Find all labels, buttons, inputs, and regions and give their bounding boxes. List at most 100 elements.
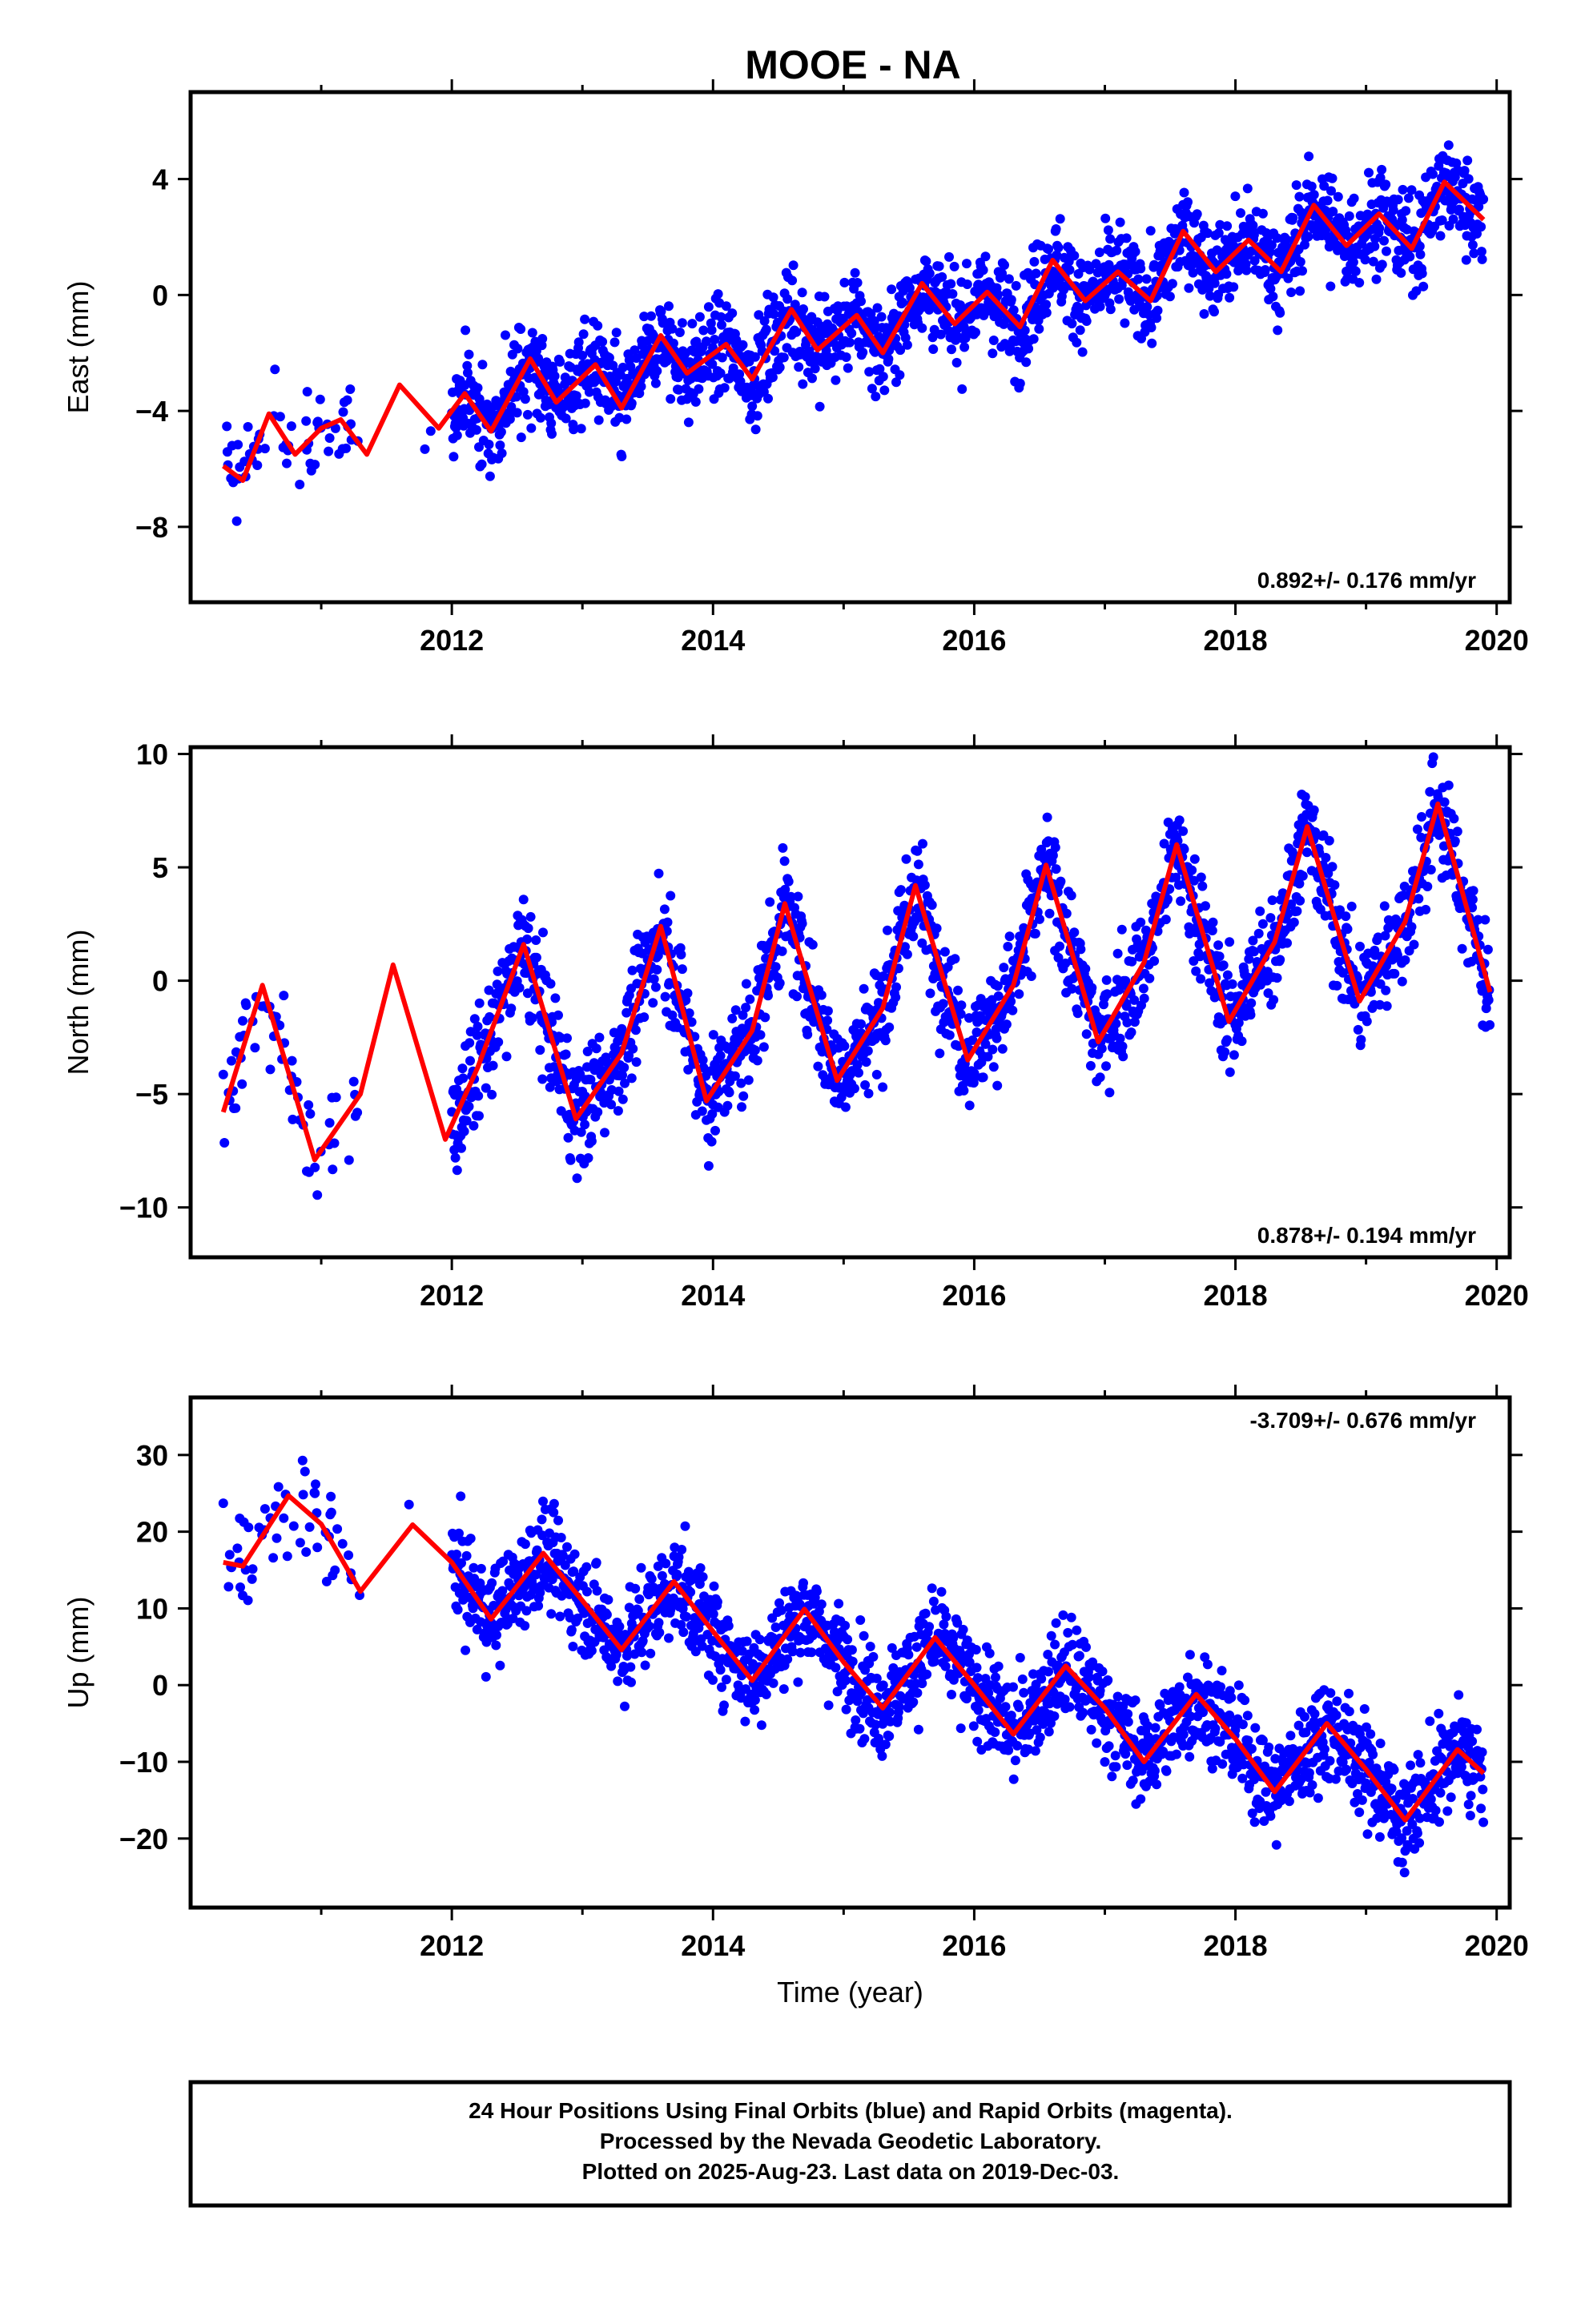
data-point [1066,1612,1076,1622]
data-point [803,1029,813,1039]
data-point [682,1611,691,1622]
data-point [487,1578,497,1588]
data-point [709,1581,719,1591]
data-point [920,1608,931,1618]
data-point [861,1057,871,1068]
data-point [706,1136,717,1147]
data-point [1468,886,1478,896]
data-point [237,1079,247,1089]
data-point [879,385,890,396]
data-point [450,1152,461,1163]
data-point [586,1136,597,1146]
data-point [516,432,526,443]
data-point [630,1025,641,1035]
data-point [1406,185,1417,195]
data-point [603,1594,613,1605]
x-tick-label: 2016 [942,624,1006,657]
data-point [721,301,731,312]
data-point [656,306,666,316]
data-point [1139,993,1149,1003]
data-point [1281,235,1292,245]
data-point [465,1055,475,1066]
data-point [768,292,778,303]
data-point [1303,231,1313,242]
data-point [788,260,799,271]
data-point [871,1069,882,1080]
x-tick-label: 2020 [1465,1279,1529,1312]
data-point [650,378,661,388]
data-point [927,332,938,343]
data-point [617,1094,628,1104]
data-point [493,966,503,976]
data-point [631,1057,642,1068]
data-point [883,354,894,364]
data-point [326,1491,336,1502]
data-point [1055,941,1064,951]
data-point [452,1165,462,1176]
data-point [1064,265,1075,275]
data-point [527,1013,537,1023]
data-point [706,318,716,328]
data-point [991,1672,1000,1683]
data-point [1342,924,1353,935]
data-point [549,1498,559,1509]
data-point [1104,1088,1115,1098]
data-point [973,1705,984,1715]
data-point [715,1051,726,1061]
data-point [282,1551,292,1562]
data-point [1095,1072,1105,1083]
data-point [840,1102,851,1112]
data-point [947,289,958,299]
data-point [867,384,877,394]
data-point [695,1563,706,1573]
data-point [538,927,548,938]
data-point [1091,259,1101,269]
data-point [962,259,972,269]
data-point [964,1100,975,1111]
data-point [793,891,803,902]
data-point [851,1715,861,1725]
data-point [650,982,661,992]
data-point [1467,239,1478,250]
data-point [728,363,738,373]
data-point [573,337,584,348]
x-tick-label: 2014 [681,624,745,657]
data-point [978,1072,988,1083]
data-point [233,440,243,450]
data-point [1467,895,1478,905]
data-point [545,979,556,989]
data-point [1213,228,1224,238]
data-point [1249,255,1260,266]
data-point [1015,378,1025,388]
data-point [311,1479,320,1490]
data-point [1112,948,1123,959]
data-point [864,367,875,377]
data-point [301,416,312,426]
data-point [1202,228,1213,239]
data-point [1214,951,1225,962]
data-point [866,308,876,319]
data-point [310,1488,320,1498]
data-point [1476,222,1486,232]
data-point [863,1088,874,1099]
data-point [1356,1035,1366,1045]
y-tick-label: −10 [119,1192,168,1224]
data-point [538,1496,548,1506]
data-point [677,1545,687,1554]
data-point [1355,941,1365,951]
data-point [1150,1723,1161,1733]
data-point [1101,1061,1111,1072]
data-point [1265,913,1276,923]
data-point [1451,158,1462,168]
data-point [1428,752,1438,762]
data-point [1003,942,1013,951]
data-point [1266,240,1277,250]
data-point [578,329,589,340]
data-point [1463,174,1474,184]
data-point [617,362,628,372]
data-point [1142,302,1153,312]
data-point [807,939,818,950]
data-point [330,1565,340,1575]
data-point [1024,344,1034,354]
data-point [1196,872,1206,883]
